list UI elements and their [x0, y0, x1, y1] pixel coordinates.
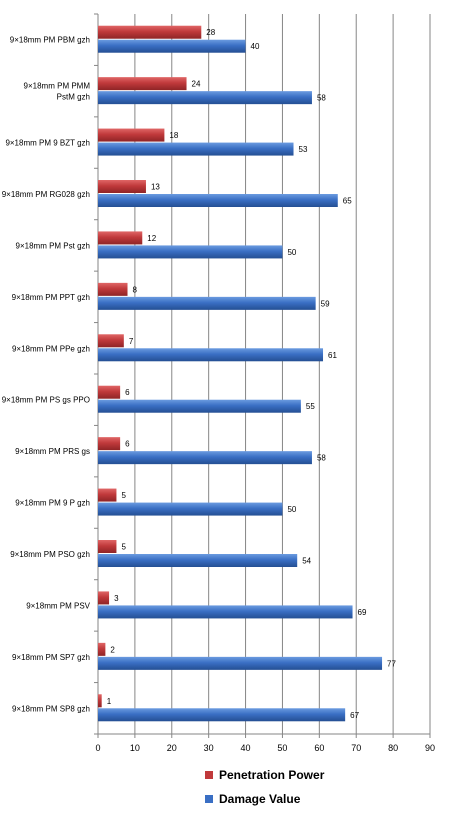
x-tick-label: 60 [314, 743, 324, 753]
bar-damage [98, 605, 353, 619]
category-label: 9×18mm PM SP7 gzh [12, 653, 90, 662]
data-label-penetration: 12 [147, 234, 156, 243]
bar-penetration [98, 282, 128, 296]
x-tick-label: 20 [167, 743, 177, 753]
data-label-penetration: 5 [121, 543, 126, 552]
category-label: 9×18mm PM PSV [26, 601, 90, 610]
legend-swatch-penetration [205, 771, 213, 779]
category-label: 9×18mm PM PMM PstM gzh [24, 82, 91, 102]
x-tick-label: 10 [130, 743, 140, 753]
legend-swatch-damage [205, 795, 213, 803]
bar-penetration [98, 642, 106, 656]
category-label: 9×18mm PM PSO gzh [10, 550, 90, 559]
legend-label-penetration: Penetration Power [219, 768, 325, 782]
bar-damage [98, 554, 298, 567]
data-label-penetration: 24 [192, 80, 201, 89]
bar-damage [98, 245, 283, 259]
data-label-penetration: 2 [110, 645, 115, 654]
data-label-penetration: 6 [125, 388, 130, 397]
data-label-penetration: 6 [125, 440, 130, 449]
data-label-penetration: 13 [151, 183, 160, 192]
bar-damage [98, 399, 301, 413]
category-label: 9×18mm PM PPe gzh [12, 344, 90, 353]
bar-penetration [98, 437, 121, 451]
data-label-damage: 59 [321, 299, 330, 308]
x-tick-label: 0 [95, 743, 100, 753]
category-label: 9×18mm PM PBM gzh [10, 36, 90, 45]
bar-penetration [98, 591, 110, 605]
bar-penetration [98, 128, 165, 142]
legend: Penetration Power Damage Value [205, 764, 445, 812]
data-label-damage: 50 [287, 248, 296, 257]
bar-penetration [98, 334, 124, 348]
data-label-penetration: 3 [114, 594, 119, 603]
bar-damage [98, 91, 312, 105]
x-tick-label: 50 [277, 743, 287, 753]
data-label-damage: 65 [343, 197, 352, 206]
data-label-damage: 55 [306, 402, 315, 411]
data-label-damage: 58 [317, 94, 326, 103]
bar-penetration [98, 488, 117, 502]
data-label-damage: 54 [302, 557, 311, 566]
data-label-penetration: 1 [107, 697, 112, 706]
x-tick-label: 90 [425, 743, 435, 753]
category-label: 9×18mm PM PRS gs [15, 447, 90, 456]
bar-penetration [98, 385, 121, 399]
bar-penetration [98, 25, 202, 39]
data-label-damage: 40 [251, 42, 260, 51]
category-label: 9×18mm PM 9 BZT gzh [5, 139, 90, 148]
data-label-damage: 61 [328, 351, 337, 360]
bar-damage [98, 656, 383, 670]
category-label: 9×18mm PM Pst gzh [16, 241, 90, 250]
category-label: 9×18mm PM SP8 gzh [12, 704, 90, 713]
category-label: 9×18mm PM PPT gzh [12, 293, 90, 302]
data-label-damage: 67 [350, 711, 359, 720]
category-label: 9×18mm PM PS gs PPO [2, 396, 90, 405]
data-label-damage: 58 [317, 454, 326, 463]
data-label-damage: 50 [287, 505, 296, 514]
data-label-damage: 69 [358, 608, 367, 617]
bar-damage [98, 708, 346, 722]
bar-damage [98, 142, 294, 156]
bar-penetration [98, 231, 143, 245]
data-label-penetration: 7 [129, 337, 134, 346]
bar-damage [98, 296, 316, 310]
legend-item-penetration: Penetration Power [205, 764, 445, 786]
category-label: 9×18mm PM 9 P gzh [15, 499, 90, 508]
legend-label-damage: Damage Value [219, 792, 301, 806]
category-label: 9×18mm PM RG028 gzh [2, 190, 90, 199]
data-label-penetration: 18 [169, 131, 178, 140]
data-label-penetration: 5 [121, 491, 126, 500]
data-label-damage: 77 [387, 659, 396, 668]
data-label-penetration: 8 [133, 285, 138, 294]
bar-damage [98, 451, 312, 465]
bar-damage [98, 194, 338, 207]
bar-damage [98, 502, 283, 516]
bar-penetration [98, 694, 102, 708]
x-tick-label: 80 [388, 743, 398, 753]
legend-item-damage: Damage Value [205, 788, 445, 810]
bar-penetration [98, 180, 146, 193]
bar-damage [98, 348, 324, 362]
x-tick-label: 30 [204, 743, 214, 753]
bar-penetration [98, 540, 117, 553]
data-label-damage: 53 [299, 145, 308, 154]
bar-damage [98, 39, 246, 53]
data-label-penetration: 28 [206, 28, 215, 37]
bar-penetration [98, 77, 187, 91]
x-tick-label: 40 [241, 743, 251, 753]
x-tick-label: 70 [351, 743, 361, 753]
